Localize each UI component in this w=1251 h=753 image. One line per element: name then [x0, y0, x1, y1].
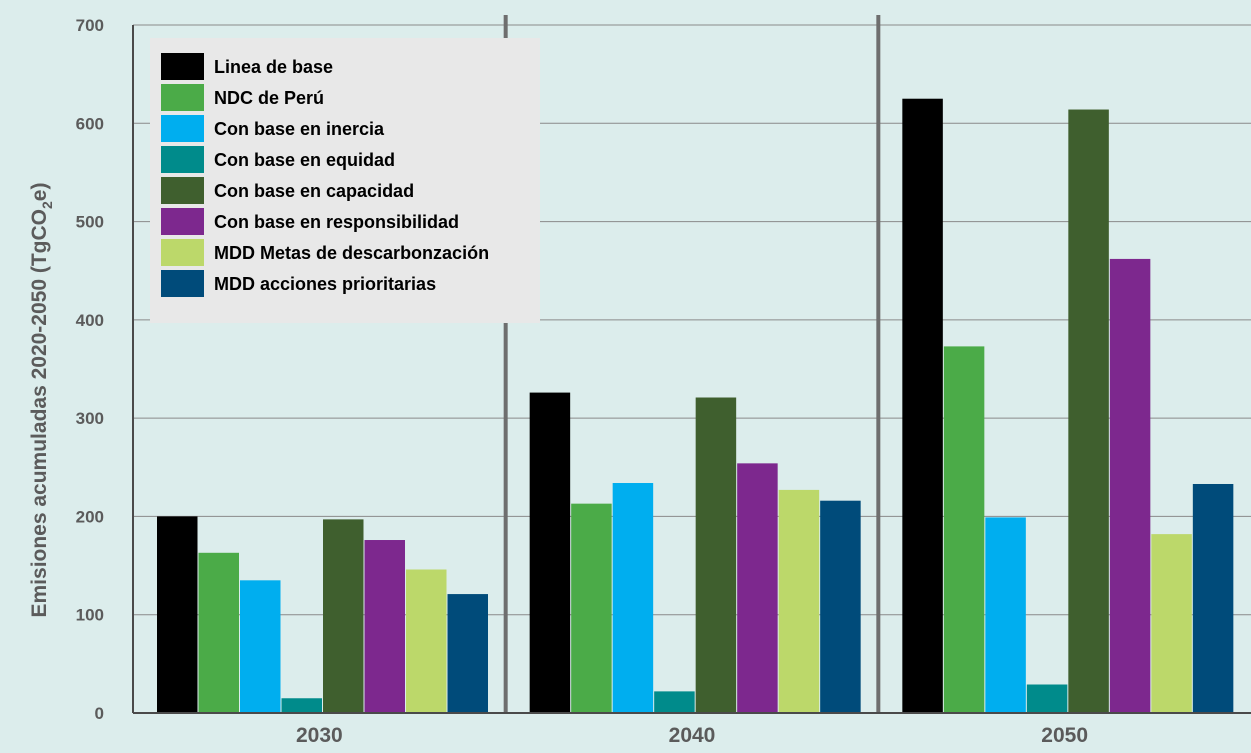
bar	[1068, 109, 1109, 714]
x-tick-label: 2050	[1041, 724, 1088, 747]
bar	[281, 698, 322, 713]
y-tick-label: 600	[76, 114, 104, 133]
y-tick-label: 500	[76, 213, 104, 232]
legend-items: Linea de base NDC de Perú Con base en iner…	[161, 53, 489, 297]
x-tick-label: 2040	[669, 724, 716, 747]
legend-label: Con base en capacidad	[214, 181, 414, 201]
legend-swatch	[161, 208, 204, 235]
bar	[820, 500, 861, 713]
legend-swatch	[161, 239, 204, 266]
bar	[902, 98, 943, 713]
y-tick-label: 700	[76, 16, 104, 35]
bar	[1109, 258, 1151, 713]
bar	[364, 540, 405, 713]
legend-swatch	[161, 177, 204, 204]
bar	[323, 519, 364, 713]
legend-label: Con base en responsibilidad	[214, 212, 459, 232]
bar	[1192, 483, 1234, 713]
bar	[529, 392, 571, 713]
y-tick-label: 0	[95, 704, 104, 723]
y-tick-label: 300	[76, 409, 104, 428]
legend-swatch	[161, 270, 204, 297]
bar	[778, 489, 820, 713]
legend-label: MDD acciones prioritarias	[214, 274, 436, 294]
legend-label: Con base en equidad	[214, 150, 395, 170]
bar	[157, 516, 198, 713]
legend: Linea de base NDC de Perú Con base en iner…	[150, 38, 540, 323]
bar	[198, 552, 239, 713]
x-tick-labels: 2030 2040 2050	[296, 724, 1088, 747]
bars	[157, 98, 1234, 714]
x-tick-label: 2030	[296, 724, 343, 747]
bar	[612, 483, 654, 713]
bar	[943, 346, 985, 713]
legend-label: Con base en inercia	[214, 119, 385, 139]
bar	[985, 517, 1026, 713]
legend-label: MDD Metas de descarbonzación	[214, 243, 489, 263]
bar	[654, 691, 695, 713]
bar	[406, 569, 447, 713]
bar	[1026, 684, 1068, 713]
legend-label: Linea de base	[214, 57, 333, 77]
bar	[1151, 534, 1192, 713]
legend-background	[150, 38, 540, 323]
bar	[447, 594, 488, 713]
y-axis-label: Emisiones acumuladas 2020-2050 (TgCO2e)	[28, 183, 55, 618]
bar	[571, 503, 612, 713]
y-tick-label: 100	[76, 606, 104, 625]
legend-swatch	[161, 84, 204, 111]
bar	[737, 463, 778, 713]
legend-swatch	[161, 53, 204, 80]
y-tick-labels: 0 100 200 300 400 500 600 700	[76, 16, 104, 723]
y-tick-label: 200	[76, 507, 104, 526]
y-tick-label: 400	[76, 311, 104, 330]
legend-label: NDC de Perú	[214, 88, 324, 108]
bar	[240, 580, 281, 713]
legend-swatch	[161, 146, 204, 173]
bar	[695, 397, 737, 713]
legend-swatch	[161, 115, 204, 142]
